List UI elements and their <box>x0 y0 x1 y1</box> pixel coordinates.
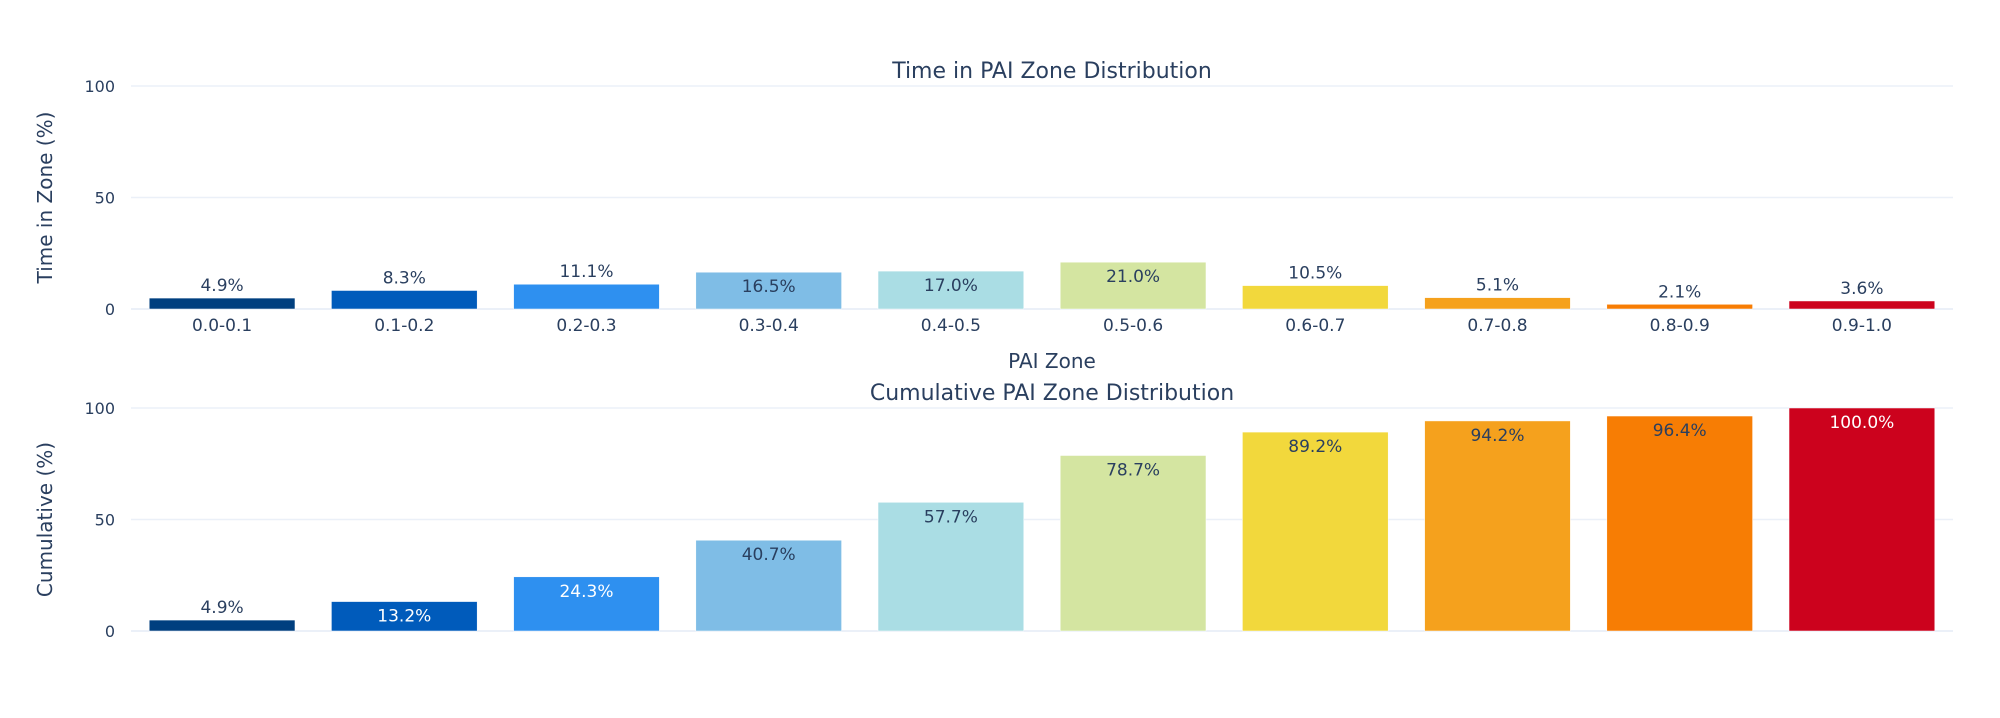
y-tick-label: 50 <box>95 189 115 208</box>
bar-data-label: 3.6% <box>1840 279 1883 299</box>
x-tick-label: 0.9-1.0 <box>1832 316 1892 336</box>
x-tick-label: 0.8-0.9 <box>1650 316 1710 336</box>
chart-title: Cumulative PAI Zone Distribution <box>870 381 1234 406</box>
x-tick-label: 0.3-0.4 <box>739 316 799 336</box>
y-axis-label: Time in Zone (%) <box>33 112 57 285</box>
bar <box>695 539 842 632</box>
bar-data-label: 4.9% <box>200 598 243 618</box>
bar <box>695 271 842 310</box>
x-axis-label: PAI Zone <box>1008 349 1096 373</box>
bar-data-label: 78.7% <box>1106 460 1160 480</box>
bar <box>1424 420 1571 632</box>
bar-data-label: 16.5% <box>742 277 796 297</box>
bar <box>1606 415 1753 632</box>
bar-data-label: 10.5% <box>1288 264 1342 284</box>
bar <box>1424 297 1571 310</box>
bar-data-label: 11.1% <box>559 262 613 282</box>
x-tick-label: 0.0-0.1 <box>192 316 252 336</box>
bar <box>331 601 478 632</box>
bar-data-label: 2.1% <box>1658 282 1701 302</box>
bar <box>1059 261 1207 310</box>
x-tick-label: 0.6-0.7 <box>1285 316 1345 336</box>
bar <box>1788 300 1936 310</box>
bar-data-label: 17.0% <box>924 276 978 296</box>
bar <box>1242 285 1389 310</box>
x-tick-label: 0.5-0.6 <box>1103 316 1163 336</box>
bar <box>331 290 478 310</box>
y-tick-label: 100 <box>84 77 115 96</box>
bar-data-label: 8.3% <box>383 268 426 288</box>
x-tick-label: 0.1-0.2 <box>374 316 434 336</box>
x-tick-label: 0.4-0.5 <box>921 316 981 336</box>
bar <box>1606 304 1753 310</box>
bar-data-label: 5.1% <box>1476 276 1519 296</box>
bar-data-label: 96.4% <box>1653 421 1707 441</box>
y-tick-label: 0 <box>105 622 115 641</box>
bar <box>513 576 660 632</box>
bar <box>148 619 296 632</box>
bar-data-label: 57.7% <box>924 507 978 527</box>
x-tick-label: 0.2-0.3 <box>556 316 616 336</box>
bar-data-label: 89.2% <box>1288 437 1342 457</box>
bar <box>513 283 660 310</box>
bar-data-label: 13.2% <box>377 607 431 627</box>
y-tick-label: 100 <box>84 399 115 418</box>
chart-title: Time in PAI Zone Distribution <box>891 59 1212 84</box>
bar-data-label: 100.0% <box>1829 413 1894 433</box>
y-tick-label: 0 <box>105 300 115 319</box>
bar-data-label: 21.0% <box>1106 267 1160 287</box>
bar-data-label: 40.7% <box>742 545 796 565</box>
y-axis-label: Cumulative (%) <box>33 442 57 597</box>
bar <box>877 502 1025 632</box>
bar <box>148 297 296 310</box>
bar <box>1242 431 1389 632</box>
bar <box>1788 407 1936 632</box>
bar-data-label: 4.9% <box>200 276 243 296</box>
bar-data-label: 24.3% <box>559 582 613 602</box>
bar <box>1059 455 1207 632</box>
x-tick-label: 0.7-0.8 <box>1467 316 1527 336</box>
y-tick-label: 50 <box>95 511 115 530</box>
bar-data-label: 94.2% <box>1470 426 1524 446</box>
bar <box>877 270 1025 310</box>
